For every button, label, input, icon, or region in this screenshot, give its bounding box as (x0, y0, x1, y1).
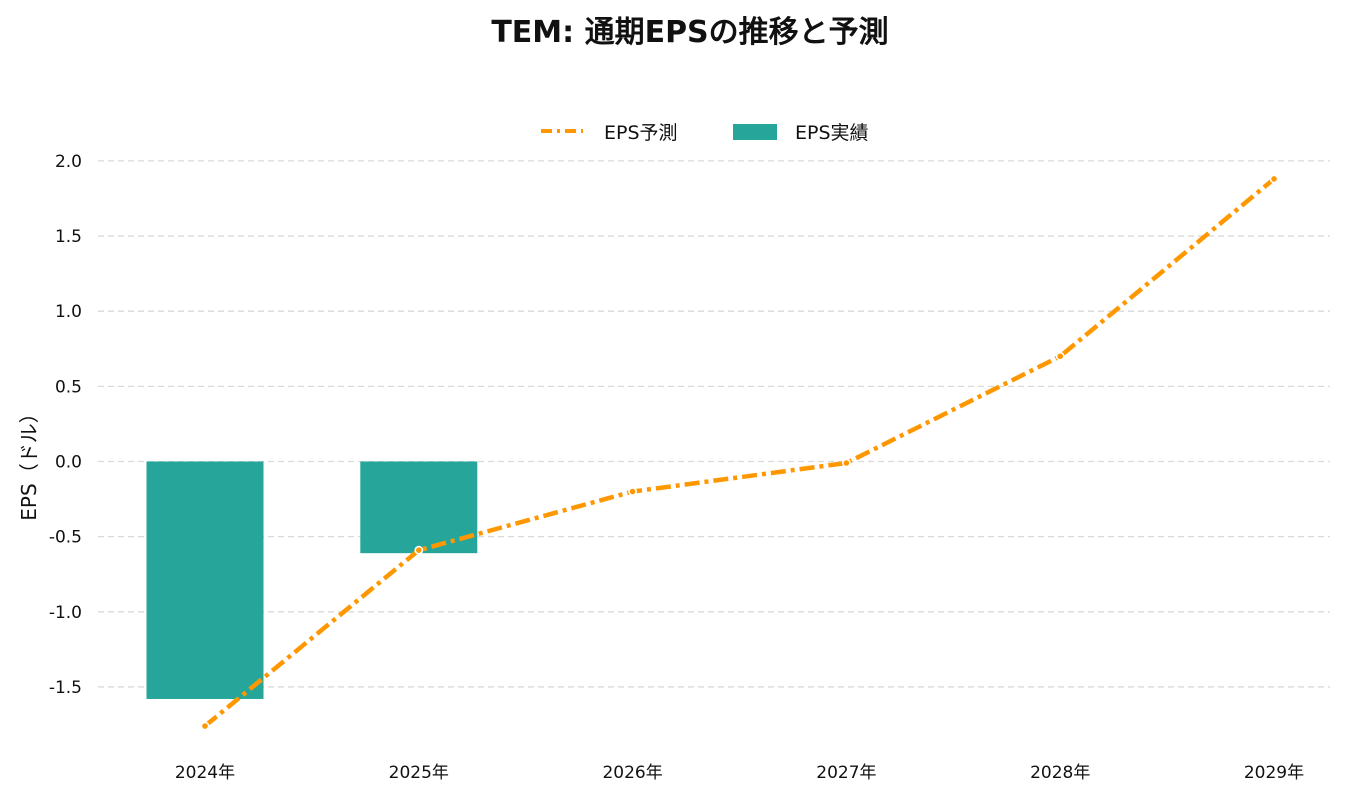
line-series (200, 174, 1279, 731)
forecast-point (1055, 351, 1065, 361)
legend: EPS予測 EPS実績 (541, 122, 869, 144)
forecast-point (200, 721, 210, 731)
y-tick-label: -1.0 (49, 603, 82, 623)
x-tick-label: 2025年 (389, 763, 449, 783)
bar (146, 461, 264, 699)
x-tick-labels: 2024年 2025年 2026年 2027年 2028年 2029年 (175, 763, 1304, 783)
forecast-point (414, 545, 424, 555)
y-tick-labels: -1.5 -1.0 -0.5 0.0 0.5 1.0 1.5 2.0 (49, 152, 82, 698)
y-tick-label: -0.5 (49, 528, 82, 548)
y-tick-label: 2.0 (55, 152, 82, 172)
legend-bar-swatch (733, 124, 777, 140)
chart-title: TEM: 通期EPSの推移と予測 (491, 15, 888, 50)
bar (360, 461, 478, 554)
bar-series (146, 461, 478, 699)
legend-label-actual: EPS実績 (795, 122, 869, 144)
y-tick-label: 1.0 (55, 302, 82, 322)
x-tick-label: 2026年 (602, 763, 662, 783)
x-tick-label: 2029年 (1244, 763, 1304, 783)
y-tick-label: -1.5 (49, 678, 82, 698)
y-tick-label: 0.0 (55, 453, 82, 473)
forecast-point (842, 458, 851, 468)
grid-lines (98, 160, 1330, 688)
legend-label-forecast: EPS予測 (604, 122, 678, 144)
y-axis-label: EPS（ドル） (17, 403, 41, 520)
forecast-point (1269, 174, 1279, 184)
y-tick-label: 0.5 (55, 377, 82, 397)
forecast-line (203, 177, 1276, 728)
x-tick-label: 2028年 (1030, 763, 1090, 783)
forecast-point (628, 487, 637, 496)
y-tick-label: 1.5 (55, 227, 82, 247)
x-tick-label: 2027年 (816, 763, 876, 783)
x-tick-label: 2024年 (175, 763, 235, 783)
